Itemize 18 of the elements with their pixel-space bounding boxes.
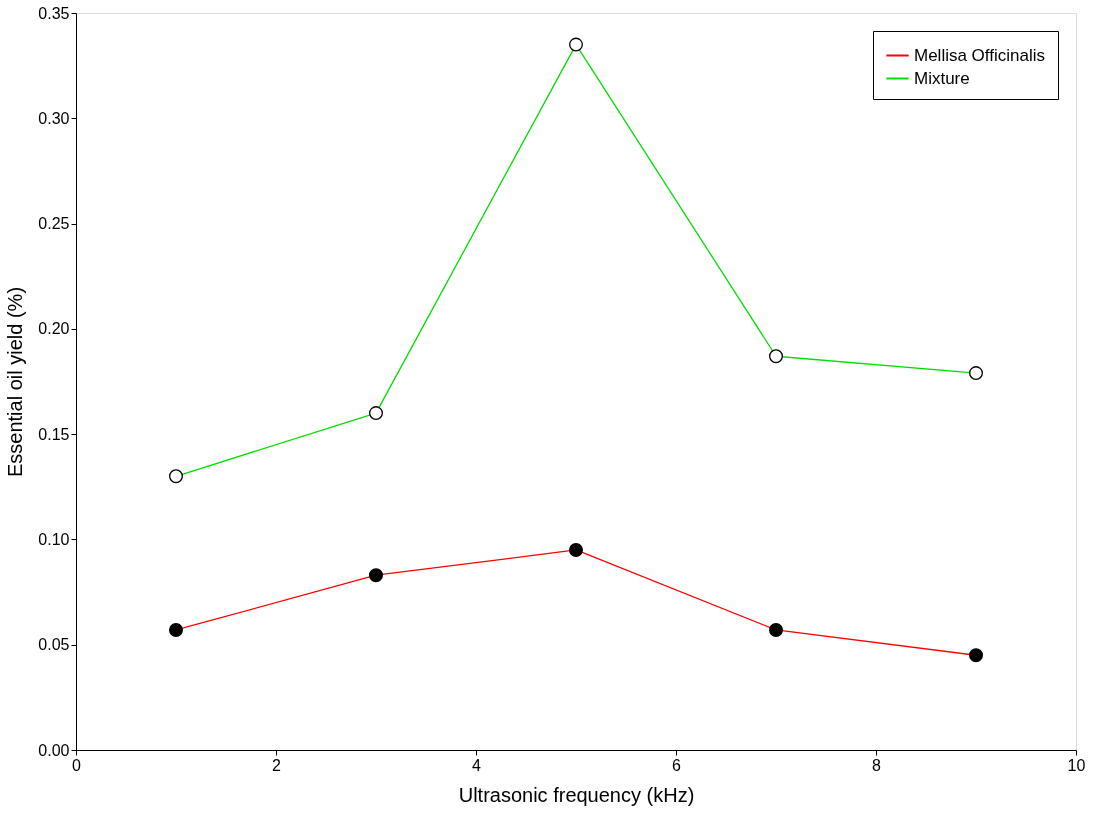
- x-tick-label: 4: [472, 756, 482, 774]
- legend-label: Mixture: [914, 68, 970, 88]
- x-tick-label: 8: [872, 756, 882, 774]
- y-tick-label: 0.00: [38, 741, 70, 759]
- x-tick-label: 2: [272, 756, 282, 774]
- y-tick-label: 0.10: [38, 530, 70, 548]
- legend-label: Mellisa Officinalis: [914, 45, 1046, 65]
- x-tick-label: 6: [672, 756, 682, 774]
- y-axis-title: Essential oil yield (%): [4, 286, 27, 478]
- y-tick-label: 0.05: [38, 636, 70, 654]
- y-tick-label: 0.30: [38, 109, 70, 127]
- y-tick-label: 0.15: [38, 425, 70, 443]
- y-tick-label: 0.20: [38, 320, 70, 338]
- y-tick-label: 0.35: [38, 4, 70, 22]
- y-tick-label: 0.25: [38, 215, 70, 233]
- x-axis-title: Ultrasonic frequency (kHz): [458, 783, 695, 806]
- x-tick-label: 0: [72, 756, 82, 774]
- x-tick-label: 10: [1067, 756, 1086, 774]
